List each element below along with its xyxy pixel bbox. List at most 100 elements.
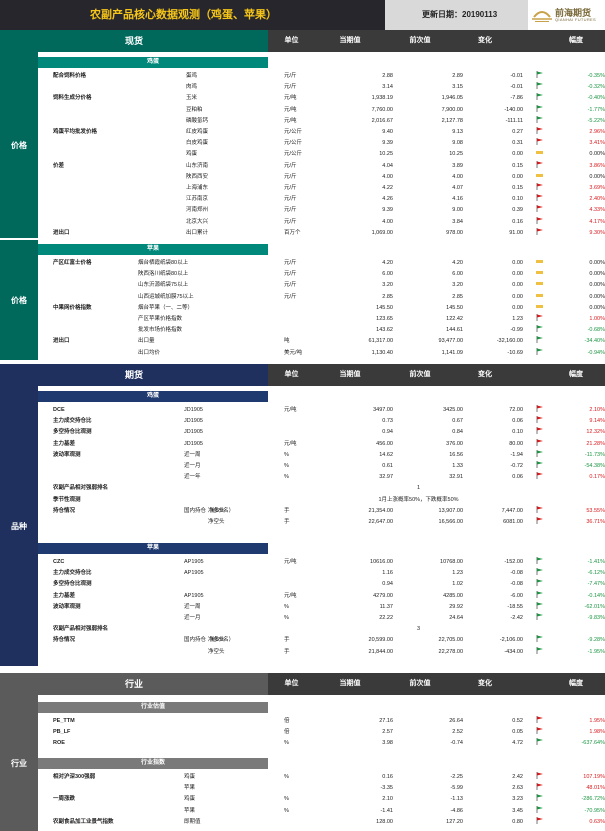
row-change: 0.39 — [512, 207, 523, 214]
flat-indicator-icon — [536, 149, 544, 156]
col-change: 变化 — [455, 30, 515, 52]
flat-indicator-icon — [536, 303, 544, 310]
row-previous: 6.00 — [452, 271, 463, 278]
row-change: 80.00 — [509, 440, 523, 447]
row-pct: 0.00% — [589, 151, 605, 158]
row-change: -2.42 — [510, 615, 523, 621]
table-row: 产区苹果价格指数 123.65 122.42 1.23 1.00% — [38, 314, 605, 325]
row-pct: 4.33% — [589, 207, 605, 214]
row-change: 0.16 — [512, 218, 523, 225]
row-sublabel: AP1905 — [184, 559, 204, 565]
table-row: 饲料生成分价格 玉米 元/吨 1,938.19 1,946.05 -7.86 -0.40% — [38, 93, 605, 104]
row-current: 2.57 — [382, 729, 393, 736]
down-flag-icon — [536, 82, 544, 90]
spot-section-header-title: 现货 — [0, 30, 268, 52]
row-label: 鸡蛋平均批发价格 — [53, 129, 98, 135]
row-sublabel: 鸡蛋 — [186, 151, 198, 158]
logo-icon — [532, 7, 552, 23]
row-unit: 元/斤 — [284, 282, 297, 289]
row-pct: 0.00% — [589, 260, 605, 266]
row-pct: 12.32% — [586, 429, 605, 436]
row-change: 0.15 — [512, 162, 523, 169]
row-change: 72.00 — [509, 407, 523, 413]
row-previous: 22,278.00 — [438, 648, 463, 655]
row-unit: 元/吨 — [284, 440, 297, 447]
row-sublabel: 烟台苹果（一、二等） — [138, 304, 194, 311]
row-change: -140.00 — [504, 106, 523, 113]
row-previous: 4.20 — [452, 260, 463, 266]
row-current: 1,069.00 — [371, 229, 393, 236]
row-pct: 0.17% — [589, 474, 605, 481]
row-change: 6081.00 — [503, 519, 523, 525]
row-unit: 元/吨 — [284, 117, 297, 124]
col-spacer — [515, 673, 547, 695]
row-unit: 吨 — [284, 338, 290, 345]
row-current: 0.16 — [382, 774, 393, 780]
up-flag-icon — [536, 405, 544, 412]
row-current: 123.65 — [376, 316, 393, 322]
col-unit: 单位 — [268, 364, 315, 386]
up-flag-icon — [536, 472, 544, 480]
row-current: 0.94 — [382, 429, 393, 436]
row-sublabel: 磷酸氢钙 — [186, 117, 209, 124]
row-unit: 元/吨 — [284, 592, 297, 599]
row-label: 波动率观测 — [53, 451, 81, 458]
table-row: 北京大兴 元/斤 4.00 3.84 0.16 4.17% — [38, 216, 605, 228]
row-change: -111.11 — [505, 117, 523, 124]
table-row: DCE JD1905 元/吨 3497.00 3425.00 72.00 2.10% — [38, 405, 605, 416]
table-row: 季节性观测 1月上涨概率50%，下跌概率50% — [38, 495, 605, 506]
row-pct: -0.40% — [587, 95, 605, 102]
row-current: 3.14 — [382, 84, 393, 91]
row-unit: % — [284, 774, 289, 780]
row-sublabel: 出口量 — [138, 338, 155, 345]
table-row: 山西运城纸加膜75以上 元/斤 2.85 2.85 0.00 0.00% — [38, 292, 605, 303]
table-row: PB_LF 倍 2.57 2.52 0.05 1.98% — [38, 727, 605, 738]
row-unit: 倍 — [284, 718, 290, 724]
up-flag-icon — [536, 205, 544, 213]
row-sublabel: 国内持仓（前20名） — [184, 507, 235, 514]
row-pct: -0.94% — [587, 349, 605, 356]
table-row: 近一月% 0.61 1.33 -0.72 -54.38% — [38, 461, 605, 472]
table-row: 豆粕粕 元/吨 7,760.00 7,900.00 -140.00 -1.77% — [38, 104, 605, 116]
row-label: 主力基差 — [53, 440, 76, 447]
row-previous: 24.64 — [449, 615, 463, 621]
row-pct: -0.68% — [587, 327, 605, 334]
row-label: 主力成交持仓比 — [53, 418, 92, 425]
up-flag-icon — [536, 314, 544, 321]
row-previous: 3.84 — [452, 218, 463, 225]
row-current: 4279.00 — [373, 592, 393, 599]
logo-name-cn: 前海期货 — [555, 7, 592, 18]
row-previous: 3.15 — [452, 84, 463, 91]
row-pct: -1.77% — [587, 106, 605, 113]
row-pct: -6.12% — [587, 570, 605, 577]
row-sublabel: 蛋鸡 — [186, 73, 198, 79]
row-sublabel: 红皮鸡蛋 — [186, 129, 209, 135]
row-pct: 9.30% — [589, 229, 605, 236]
egg-futures-band: 鸡蛋 — [38, 391, 268, 402]
row-current: 143.62 — [376, 327, 393, 334]
row-current: 4.26 — [382, 196, 393, 203]
down-flag-icon — [536, 557, 544, 564]
industry-section-header: 行业 单位 当期值 前次值 变化 幅度 — [0, 673, 605, 695]
row-pct: 2.96% — [589, 129, 605, 135]
row-sublabel: JD1905 — [184, 407, 203, 413]
table-row: 主力成交持仓比 AP1905 1.16 1.23 -0.08 -6.12% — [38, 568, 605, 579]
row-pct: -5.22% — [587, 117, 605, 124]
up-flag-icon — [536, 127, 544, 134]
row-change: -32,160.00 — [496, 338, 523, 345]
table-row: 陕西西安 元/斤 4.00 4.00 0.00 0.00% — [38, 172, 605, 183]
row-current: 3.20 — [382, 282, 393, 289]
row-sublabel: 烟台栖霞纸袋80以上 — [138, 260, 189, 266]
row-pct: 0.00% — [589, 293, 605, 300]
row-change: 91.00 — [509, 229, 523, 236]
down-flag-icon — [536, 794, 544, 802]
up-flag-icon — [536, 183, 544, 190]
table-row: 农副产品相对强弱排名 3 — [38, 624, 605, 635]
row-current: 4.22 — [382, 185, 393, 191]
row-pct: 9.14% — [589, 418, 605, 425]
row-pct: -637.64% — [581, 740, 605, 747]
row-change: 0.00 — [512, 271, 523, 278]
industry-side: 行业 — [0, 695, 38, 831]
row-previous: 4.16 — [452, 196, 463, 203]
row-unit: 元/斤 — [284, 196, 297, 203]
